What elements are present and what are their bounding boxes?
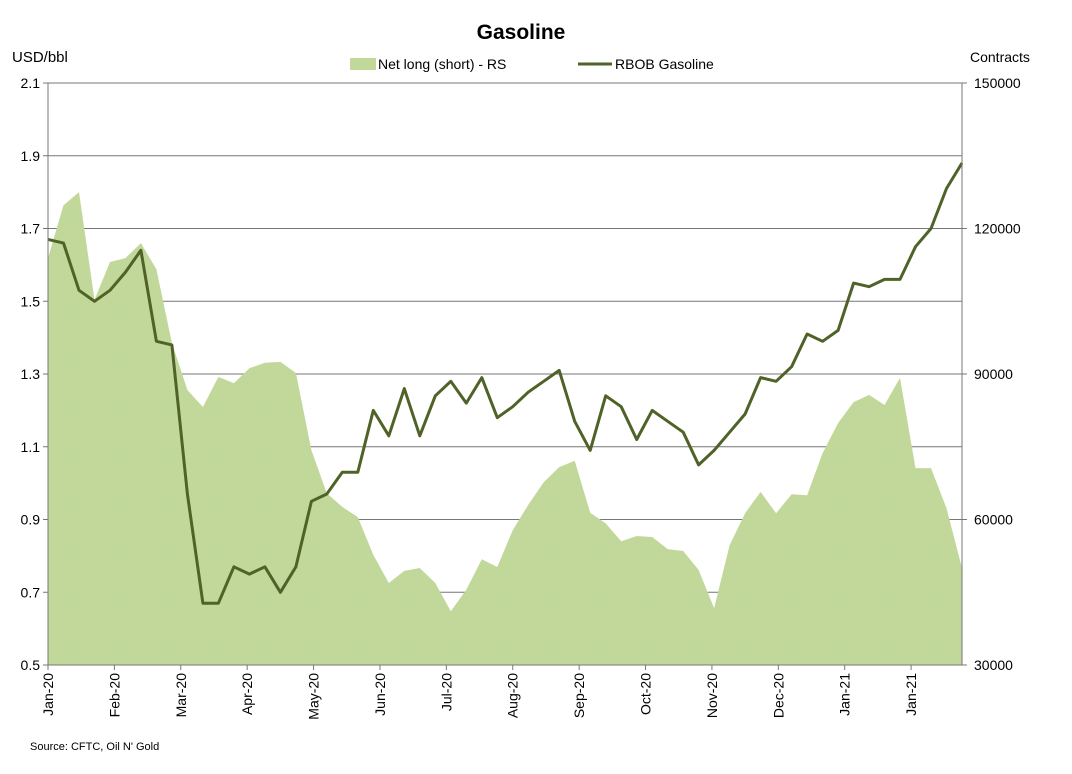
x-tick-label: Jan-20 xyxy=(40,673,56,716)
left-tick-label: 0.9 xyxy=(21,512,41,528)
x-tick-label: Jan-21 xyxy=(837,673,853,716)
legend-swatch-net-long xyxy=(350,58,376,70)
right-tick-label: 150000 xyxy=(974,75,1021,91)
left-tick-label: 2.1 xyxy=(21,75,41,91)
x-tick-label: Aug-20 xyxy=(505,673,521,718)
right-tick-label: 60000 xyxy=(974,512,1013,528)
x-tick-label: Jan-21 xyxy=(903,673,919,716)
source-note: Source: CFTC, Oil N' Gold xyxy=(30,741,159,753)
left-tick-label: 1.1 xyxy=(21,439,41,455)
rbob-gasoline-line xyxy=(47,162,964,605)
right-tick-label: 120000 xyxy=(974,221,1021,237)
x-tick-label: Mar-20 xyxy=(173,673,189,718)
legend-label-rbob: RBOB Gasoline xyxy=(615,56,714,72)
x-tick-label: Oct-20 xyxy=(638,673,654,715)
left-tick-label: 1.5 xyxy=(21,293,41,309)
left-axis-label: USD/bbl xyxy=(12,49,68,66)
x-tick-label: Feb-20 xyxy=(106,673,122,718)
legend: Net long (short) - RS RBOB Gasoline xyxy=(350,56,714,72)
right-tick-label: 90000 xyxy=(974,366,1013,382)
legend-label-net-long: Net long (short) - RS xyxy=(378,56,506,72)
left-tick-label: 0.5 xyxy=(21,657,41,673)
chart-title: Gasoline xyxy=(477,21,566,44)
x-tick-label: Nov-20 xyxy=(704,673,720,718)
left-tick-label: 0.7 xyxy=(21,584,41,600)
net-long-area xyxy=(48,192,962,665)
x-tick-label: Jun-20 xyxy=(372,673,388,716)
right-tick-label: 30000 xyxy=(974,657,1013,673)
left-tick-label: 1.7 xyxy=(21,221,41,237)
left-tick-label: 1.9 xyxy=(21,148,41,164)
x-tick-label: Jul-20 xyxy=(438,673,454,711)
left-tick-label: 1.3 xyxy=(21,366,41,382)
x-tick-label: Dec-20 xyxy=(770,673,786,718)
x-tick-label: Sep-20 xyxy=(571,673,587,718)
right-axis-label: Contracts xyxy=(970,49,1030,65)
x-tick-label: Apr-20 xyxy=(239,673,255,715)
x-tick-label: May-20 xyxy=(306,673,322,720)
